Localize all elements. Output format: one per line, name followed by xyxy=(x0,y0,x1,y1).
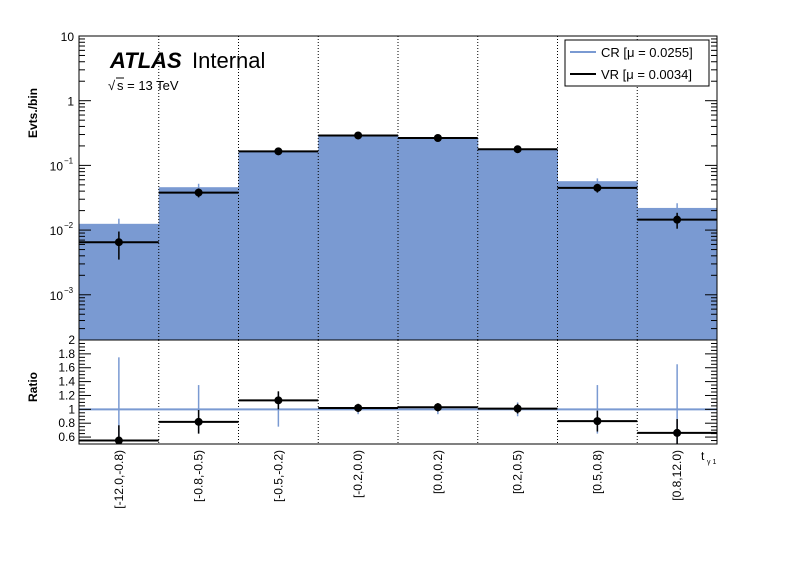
ratio-vr-series xyxy=(79,391,717,445)
x-tick-label-4: [0.0,0.2) xyxy=(431,450,445,494)
cr-bar-5 xyxy=(477,149,558,340)
vr-point-7 xyxy=(673,215,682,224)
x-tick-label-0: [-12.0,-0.8) xyxy=(112,450,126,509)
main-tick-exp-4: −3 xyxy=(64,286,74,295)
ratio-point-5 xyxy=(513,404,522,413)
main-tick-label-0: 10 xyxy=(61,30,75,44)
x-axis-label: t xyxy=(701,449,705,463)
x-tick-label-7: [0.8,12.0) xyxy=(670,450,684,501)
vr-point-0 xyxy=(114,238,123,247)
x-tick-label-1: [-0.8,-0.5) xyxy=(192,450,206,502)
cr-histogram-fill xyxy=(79,135,718,340)
main-y-label: Evts./bin xyxy=(26,88,40,138)
vr-point-2 xyxy=(274,147,283,156)
ratio-tick-label-6: 1.8 xyxy=(58,347,75,361)
main-tick-label-4: 10 xyxy=(50,289,64,303)
ratio-y-ticks: 0.60.811.21.41.61.82 xyxy=(58,333,717,445)
x-tick-labels: [-12.0,-0.8) [-0.8,-0.5) [-0.5,-0.2) [-0.2,… xyxy=(112,450,684,509)
main-tick-exp-2: −1 xyxy=(64,156,74,165)
ratio-point-3 xyxy=(354,403,363,412)
atlas-label: ATLAS xyxy=(109,48,182,73)
ratio-point-4 xyxy=(433,403,442,412)
x-tick-label-5: [0.2,0.5) xyxy=(511,450,525,494)
ratio-tick-label-3: 1.2 xyxy=(58,388,75,402)
main-tick-exp-3: −2 xyxy=(64,221,74,230)
cr-bar-4 xyxy=(398,138,479,340)
ratio-tick-label-7: 2 xyxy=(68,333,75,347)
sqrt-symbol: √ xyxy=(108,78,116,93)
cr-bar-3 xyxy=(318,135,399,340)
main-tick-label-2: 10 xyxy=(50,159,64,173)
vr-series xyxy=(79,131,717,260)
ratio-panel: 0.60.811.21.41.61.82 Ratio [-12.0,-0.8)[… xyxy=(26,333,718,509)
energy-label: s = 13 TeV xyxy=(117,78,179,93)
x-tick-label-3: [-0.2,0.0) xyxy=(351,450,365,498)
legend: CR [μ = 0.0255] VR [μ = 0.0034] xyxy=(564,39,710,87)
vr-point-6 xyxy=(593,183,602,192)
x-axis-label-sub: γ 1 xyxy=(707,459,716,466)
vr-point-1 xyxy=(194,188,203,197)
cr-bar-6 xyxy=(557,181,638,340)
vr-point-3 xyxy=(354,131,363,140)
ratio-tick-label-1: 0.8 xyxy=(58,416,75,430)
ratio-point-2 xyxy=(274,396,283,405)
ratio-point-0 xyxy=(114,436,123,445)
vr-point-4 xyxy=(433,134,442,143)
legend-cr-label: CR [μ = 0.0255] xyxy=(601,45,693,60)
vr-point-5 xyxy=(513,145,522,154)
main-tick-label-3: 10 xyxy=(50,224,64,238)
legend-vr-label: VR [μ = 0.0034] xyxy=(601,67,692,82)
cr-bar-7 xyxy=(637,207,718,340)
ratio-tick-label-0: 0.6 xyxy=(58,430,75,444)
legend-box xyxy=(564,39,710,87)
ratio-point-7 xyxy=(673,428,682,437)
ratio-point-6 xyxy=(593,417,602,426)
main-tick-label-1: 1 xyxy=(67,95,74,109)
x-tick-label-6: [0.5,0.8) xyxy=(590,450,604,494)
cr-bar-2 xyxy=(238,151,319,340)
cr-bar-1 xyxy=(158,187,239,340)
ratio-tick-label-4: 1.4 xyxy=(58,375,75,389)
ratio-point-1 xyxy=(194,417,203,426)
ratio-y-label: Ratio xyxy=(26,372,40,402)
internal-label: Internal xyxy=(192,48,265,73)
ratio-bin-separators xyxy=(158,340,638,444)
x-tick-label-2: [-0.5,-0.2) xyxy=(271,450,285,502)
ratio-tick-label-2: 1 xyxy=(68,402,75,416)
ratio-tick-label-5: 1.6 xyxy=(58,361,75,375)
